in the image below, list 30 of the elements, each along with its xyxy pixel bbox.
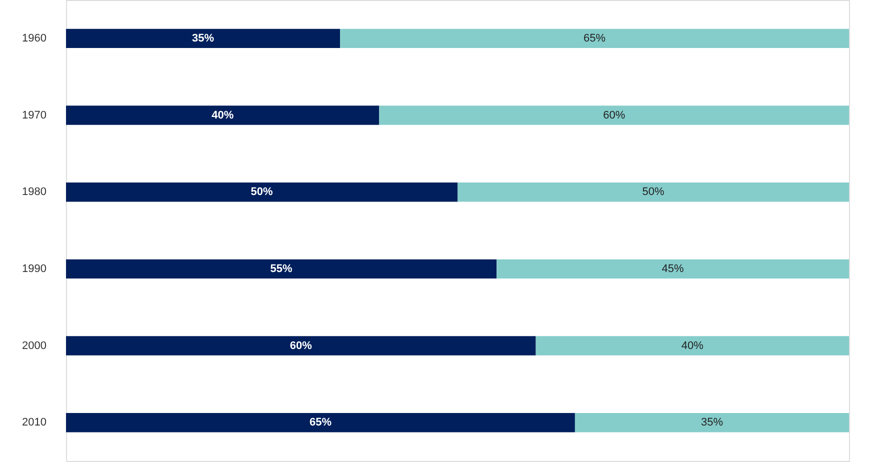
y-tick-label: 1980: [22, 186, 46, 198]
y-tick-label: 1970: [22, 109, 46, 122]
data-label: 50%: [642, 186, 664, 198]
data-label: 45%: [662, 262, 684, 275]
y-tick-label: 2000: [22, 340, 46, 352]
data-label: 65%: [309, 416, 332, 429]
bar: [66, 412, 575, 432]
data-label: 35%: [700, 416, 724, 429]
data-label: 40%: [212, 109, 234, 122]
data-label: 35%: [192, 32, 214, 44]
bar: [66, 106, 380, 125]
y-tick-label: 1990: [22, 262, 46, 275]
data-label: 65%: [584, 32, 606, 44]
data-label: 60%: [603, 109, 626, 122]
bar: [66, 28, 340, 48]
bar: [574, 412, 849, 432]
data-label: 50%: [250, 186, 273, 198]
data-label: 60%: [290, 340, 312, 352]
y-tick-label: 2010: [22, 416, 46, 429]
bar: [458, 182, 849, 202]
bar: [496, 259, 849, 279]
bar: [66, 259, 497, 279]
bar: [66, 336, 536, 356]
y-tick-label: 1960: [22, 32, 46, 44]
bar: [536, 336, 849, 356]
data-label: 40%: [681, 340, 704, 352]
bar: [340, 28, 849, 48]
data-label: 55%: [270, 262, 293, 275]
bar: [66, 182, 458, 202]
bar: [379, 106, 849, 125]
